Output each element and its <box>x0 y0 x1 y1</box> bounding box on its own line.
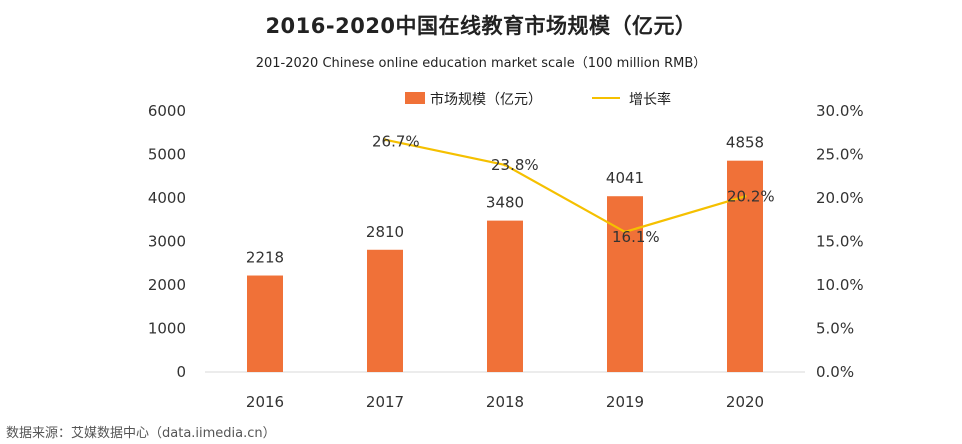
growth-rate-label: 26.7% <box>372 133 420 151</box>
x-tick-label: 2019 <box>606 393 644 411</box>
growth-rate-label: 23.8% <box>491 156 539 174</box>
y-right-tick-label: 10.0% <box>816 276 864 294</box>
bar <box>607 196 643 372</box>
source-note: 数据来源：艾媒数据中心（data.iimedia.cn） <box>6 426 276 441</box>
legend-swatch-growth-rate <box>592 97 620 99</box>
legend-label-market-size: 市场规模（亿元） <box>430 92 542 108</box>
bar <box>367 249 403 372</box>
growth-rate-line <box>384 138 746 234</box>
bar-value-label: 2218 <box>246 249 284 267</box>
growth-rate-point <box>503 163 507 167</box>
bar-value-label: 2810 <box>366 223 404 241</box>
y-left-tick-label: 1000 <box>148 320 186 338</box>
growth-rate-label: 20.2% <box>727 187 775 205</box>
y-left-tick-label: 6000 <box>148 102 186 120</box>
y-right-tick-label: 15.0% <box>816 233 864 251</box>
legend-label-growth-rate: 增长率 <box>629 92 671 108</box>
bar-value-label: 3480 <box>486 194 524 212</box>
x-tick-label: 2018 <box>486 393 524 411</box>
y-right-tick-label: 25.0% <box>816 146 864 164</box>
growth-rate-point <box>743 194 747 198</box>
y-left-tick-label: 4000 <box>148 189 186 207</box>
bar-value-label: 4858 <box>726 134 764 152</box>
y-right-tick-label: 5.0% <box>816 320 854 338</box>
growth-rate-point <box>383 138 387 142</box>
chart-title: 2016-2020中国在线教育市场规模（亿元） <box>265 14 697 38</box>
bar <box>247 275 283 372</box>
x-tick-label: 2017 <box>366 393 404 411</box>
growth-rate-label: 16.1% <box>612 228 660 246</box>
bar <box>487 220 523 372</box>
growth-rate-point <box>623 230 627 234</box>
legend-swatch-market-size <box>405 92 425 104</box>
x-tick-label: 2016 <box>246 393 284 411</box>
bar-value-label: 4041 <box>606 169 644 187</box>
y-right-tick-label: 30.0% <box>816 102 864 120</box>
x-tick-label: 2020 <box>726 393 764 411</box>
y-left-tick-label: 3000 <box>148 233 186 251</box>
y-right-tick-label: 20.0% <box>816 189 864 207</box>
chart-subtitle: 201-2020 Chinese online education market… <box>255 56 707 71</box>
y-left-tick-label: 0 <box>176 363 186 381</box>
y-right-tick-label: 0.0% <box>816 363 854 381</box>
y-left-tick-label: 5000 <box>148 146 186 164</box>
y-left-tick-label: 2000 <box>148 276 186 294</box>
